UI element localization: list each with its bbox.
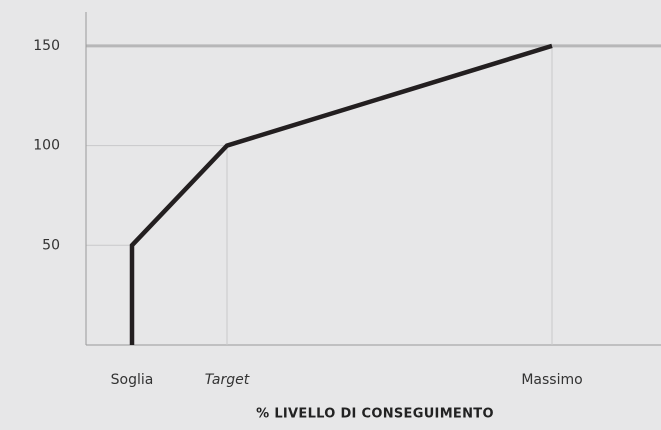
x-tick-label: Target bbox=[205, 372, 250, 388]
x-axis-title: % LIVELLO DI CONSEGUIMENTO bbox=[256, 407, 494, 422]
y-tick-label: 100 bbox=[33, 138, 60, 154]
x-tick-label: Massimo bbox=[521, 372, 582, 388]
x-tick-label: Soglia bbox=[111, 372, 154, 388]
y-tick-label: 150 bbox=[33, 38, 60, 54]
data-line bbox=[129, 43, 553, 345]
y-tick-label: 50 bbox=[42, 237, 60, 253]
